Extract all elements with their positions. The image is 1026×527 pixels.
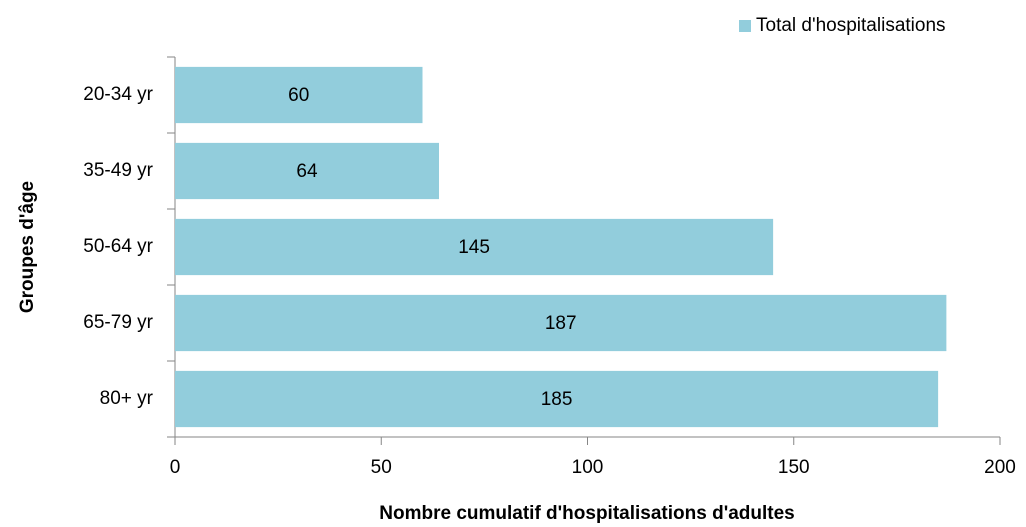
bar bbox=[175, 66, 423, 124]
x-axis-title: Nombre cumulatif d'hospitalisations d'ad… bbox=[379, 503, 794, 524]
data-label: 60 bbox=[288, 85, 309, 106]
y-tick-label: 80+ yr bbox=[100, 388, 154, 409]
bar bbox=[175, 370, 939, 428]
y-tick-label: 50-64 yr bbox=[83, 236, 153, 257]
legend-swatch bbox=[739, 20, 751, 32]
y-tick-label: 35-49 yr bbox=[83, 160, 153, 181]
data-label: 64 bbox=[296, 161, 318, 182]
bar bbox=[175, 294, 947, 352]
bar bbox=[175, 218, 774, 276]
y-tick-label: 20-34 yr bbox=[83, 84, 153, 105]
x-tick-label: 100 bbox=[572, 457, 604, 478]
x-tick-label: 200 bbox=[984, 457, 1016, 478]
x-tick-label: 50 bbox=[371, 457, 392, 478]
legend-label: Total d'hospitalisations bbox=[756, 15, 946, 36]
y-tick-label: 65-79 yr bbox=[83, 312, 153, 333]
bar bbox=[175, 142, 439, 200]
y-axis-title: Groupes d'âge bbox=[17, 181, 38, 313]
data-label: 187 bbox=[545, 313, 577, 334]
data-label: 185 bbox=[541, 389, 573, 410]
x-tick-label: 150 bbox=[778, 457, 810, 478]
x-tick-label: 0 bbox=[170, 457, 181, 478]
data-label: 145 bbox=[458, 237, 490, 258]
